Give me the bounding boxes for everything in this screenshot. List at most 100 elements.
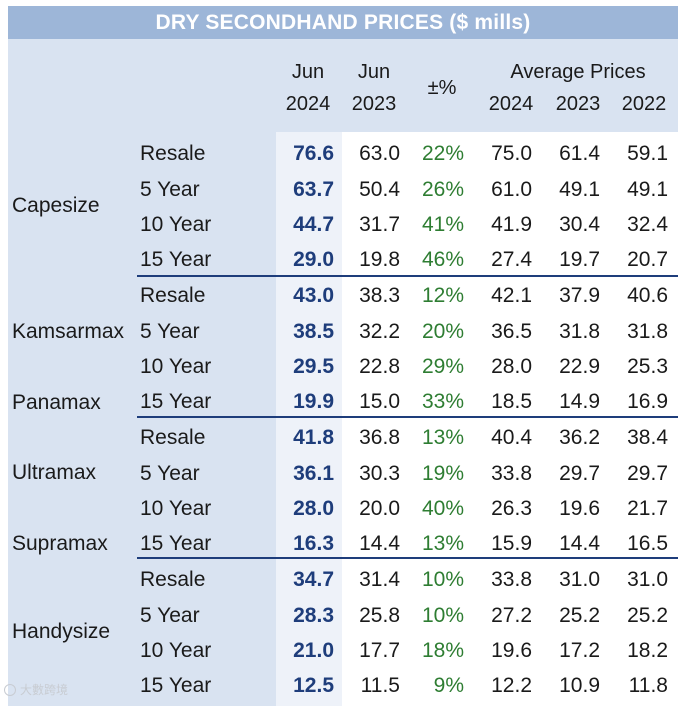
group-divider [137,416,678,418]
cell-avg2024: 19.6 [491,639,532,662]
header-jun2023-year: 2023 [351,93,397,115]
cell-change: 12% [421,284,464,307]
cell-jun2024: 28.0 [293,497,334,520]
cell-avg2023: 19.7 [559,248,600,271]
cell-avg2024: 41.9 [491,213,532,236]
cell-avg2024: 61.0 [491,178,532,201]
cell-avg2024: 27.4 [491,248,532,271]
cell-jun2024: 43.0 [293,284,334,307]
cell-jun2024: 12.5 [293,674,334,697]
header-average-prices: Average Prices [510,61,646,83]
cell-avg2024: 15.9 [491,532,532,555]
cell-avg2024: 12.2 [491,674,532,697]
cell-jun2023: 19.8 [359,248,400,271]
cell-jun2024: 36.1 [293,462,334,485]
cell-jun2023: 32.2 [359,320,400,343]
cell-jun2023: 63.0 [359,142,400,165]
cell-change: 26% [421,178,464,201]
row-label: 15 Year [140,532,212,555]
cell-change: 13% [421,532,464,555]
cell-jun2023: 17.7 [359,639,400,662]
cell-avg2024: 36.5 [491,320,532,343]
cell-avg2022: 31.8 [627,320,668,343]
cell-avg2023: 19.6 [559,497,600,520]
cell-jun2023: 11.5 [360,674,400,697]
cell-avg2024: 42.1 [491,284,532,307]
cell-jun2024: 34.7 [293,568,334,591]
segment-handysize: Handysize [12,620,111,643]
cell-jun2024: 76.6 [293,142,334,165]
cell-change: 19% [421,462,464,485]
cell-jun2024: 19.9 [293,390,334,413]
cell-avg2022: 29.7 [627,462,668,485]
cell-jun2023: 38.3 [359,284,400,307]
cell-avg2023: 29.7 [559,462,600,485]
cell-jun2024: 41.8 [293,426,334,449]
row-label: 10 Year [140,497,212,520]
cell-avg2023: 14.4 [559,532,600,555]
cell-avg2022: 21.7 [627,497,668,520]
cell-jun2024: 29.0 [293,248,334,271]
cell-avg2023: 17.2 [559,639,600,662]
cell-avg2022: 25.2 [627,604,668,627]
cell-avg2024: 75.0 [491,142,532,165]
cell-avg2024: 27.2 [491,604,532,627]
cell-avg2023: 10.9 [559,674,600,697]
cell-avg2024: 33.8 [491,462,532,485]
cell-avg2022: 40.6 [627,284,668,307]
segment-supramax: Supramax [12,532,108,555]
table-title: DRY SECONDHAND PRICES ($ mills) [8,6,678,39]
header-jun2024-year: 2024 [285,93,331,115]
cell-jun2024: 63.7 [293,178,334,201]
cell-avg2022: 59.1 [627,142,668,165]
row-label: 5 Year [140,462,200,485]
row-label: 10 Year [140,355,212,378]
cell-jun2023: 22.8 [359,355,400,378]
cell-change: 10% [421,604,464,627]
cell-avg2022: 49.1 [627,178,668,201]
cell-avg2023: 61.4 [559,142,600,165]
header-avg-2023: 2023 [555,93,601,115]
cell-jun2023: 25.8 [359,604,400,627]
cell-avg2023: 30.4 [559,213,600,236]
cell-jun2024: 38.5 [293,320,334,343]
header-jun2023-month: Jun [357,61,391,83]
row-label: Resale [140,284,206,307]
segment-ultramax: Ultramax [12,461,97,484]
cell-change: 41% [421,213,464,236]
watermark: 大數跨境 [4,680,68,700]
cell-avg2024: 33.8 [491,568,532,591]
cell-jun2024: 16.3 [293,532,334,555]
row-label: 15 Year [140,390,212,413]
cell-jun2023: 36.8 [359,426,400,449]
cell-avg2024: 40.4 [491,426,532,449]
jun2024-column-highlight [276,132,342,706]
cell-avg2022: 31.0 [627,568,668,591]
cell-jun2023: 50.4 [359,178,400,201]
cell-avg2022: 32.4 [627,213,668,236]
cell-jun2023: 30.3 [359,462,400,485]
cell-change: 9% [433,674,464,697]
row-label: 15 Year [140,674,212,697]
header-avg-2022: 2022 [621,93,667,115]
cell-jun2024: 28.3 [293,604,334,627]
row-label: 10 Year [140,213,212,236]
row-label: Resale [140,426,206,449]
row-label: Resale [140,568,206,591]
cell-avg2023: 31.8 [559,320,600,343]
cell-change: 18% [421,639,464,662]
row-label: 10 Year [140,639,212,662]
cell-avg2023: 37.9 [559,284,600,307]
cell-change: 46% [421,248,464,271]
row-label: 5 Year [140,604,200,627]
header-jun2024-month: Jun [291,61,325,83]
cell-change: 29% [421,355,464,378]
cell-avg2022: 18.2 [627,639,668,662]
row-label: 15 Year [140,248,212,271]
cell-avg2023: 31.0 [559,568,600,591]
cell-change: 13% [421,426,464,449]
cell-jun2023: 31.7 [359,213,400,236]
watermark-text: 大數跨境 [20,683,69,697]
segment-kamsarmax: Kamsarmax [12,320,125,343]
cell-jun2023: 14.4 [359,532,400,555]
